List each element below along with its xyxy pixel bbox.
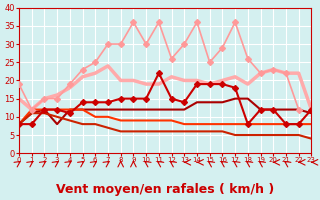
X-axis label: Vent moyen/en rafales ( km/h ): Vent moyen/en rafales ( km/h ) xyxy=(56,183,274,196)
